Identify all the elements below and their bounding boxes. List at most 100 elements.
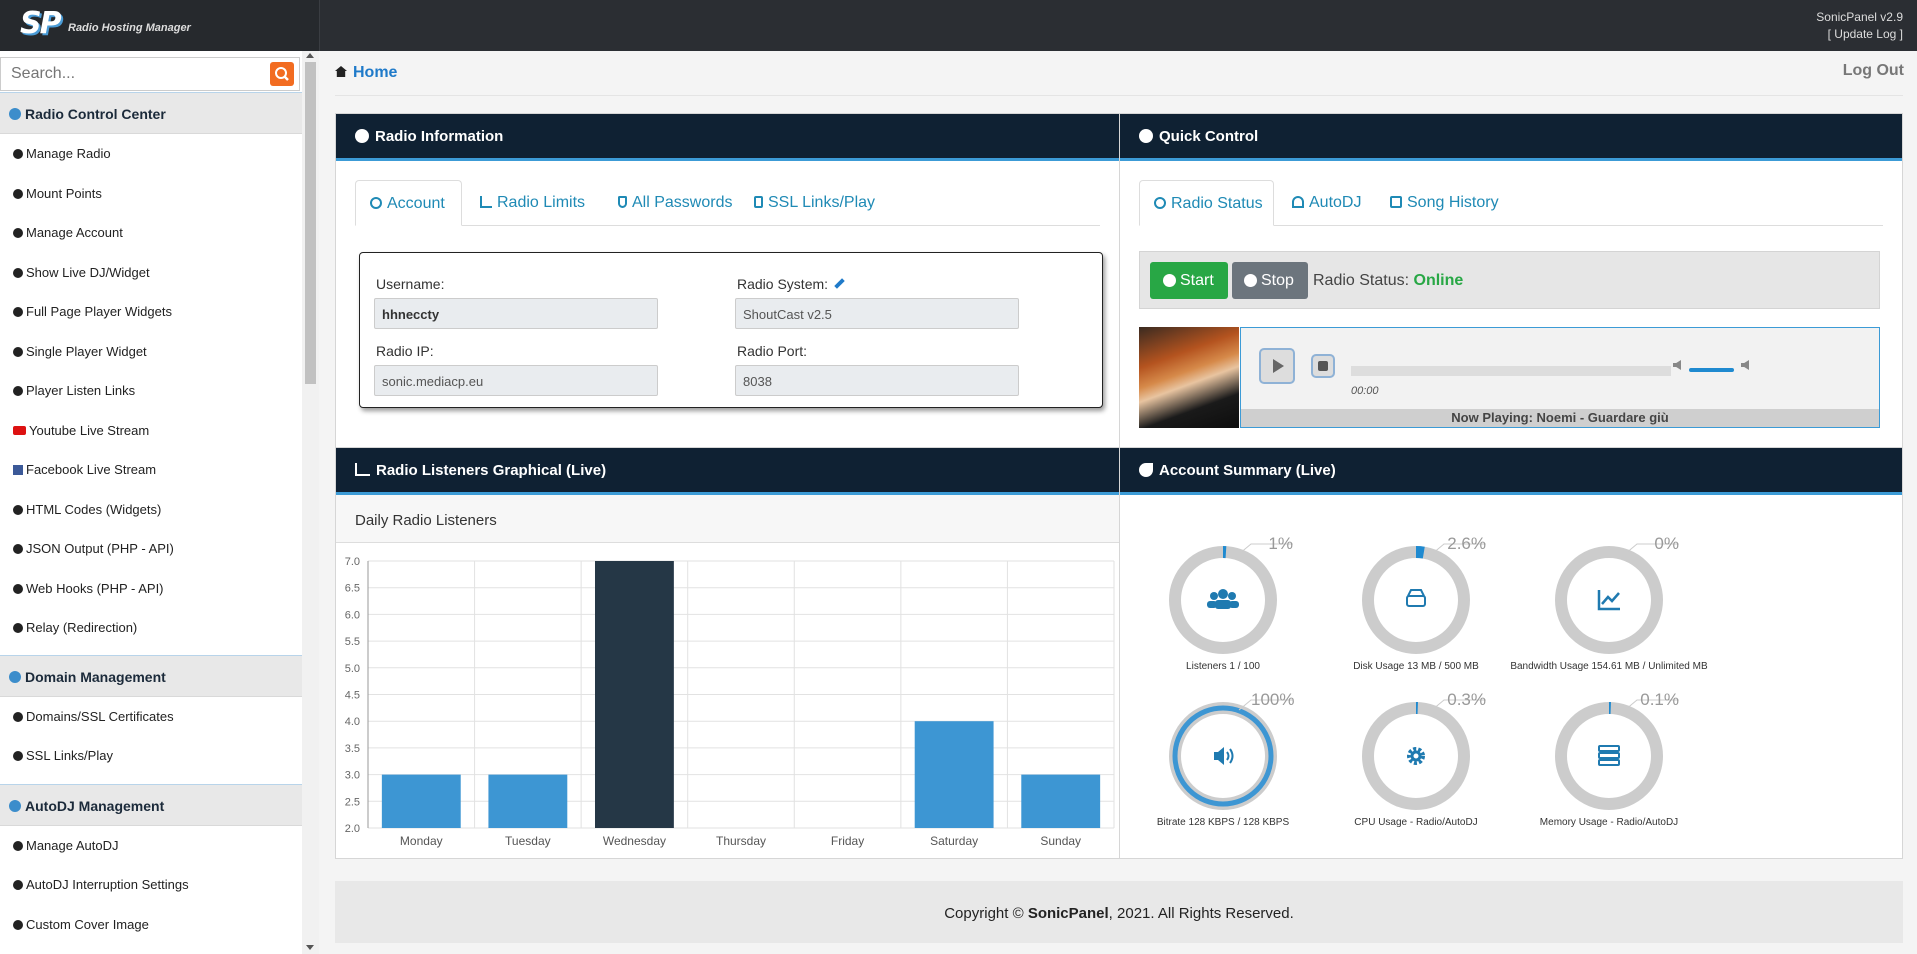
tab-all-passwords[interactable]: All Passwords [618, 180, 732, 226]
bar-chart-icon [355, 463, 370, 476]
stop-player-button[interactable] [1311, 354, 1335, 378]
logo-subtitle: Radio Hosting Manager [68, 22, 191, 34]
sidebar-section-radio-control[interactable]: Radio Control Center [0, 92, 302, 134]
chevron-right-icon [13, 307, 23, 317]
gauge-track [1555, 546, 1663, 654]
x-tick-label: Tuesday [505, 834, 551, 848]
search-button[interactable] [270, 62, 294, 86]
brand-name[interactable]: SonicPanel [1027, 905, 1109, 922]
search-input[interactable] [11, 64, 261, 84]
play-button[interactable] [1259, 348, 1295, 384]
gear-icon [9, 108, 21, 120]
tab-account[interactable]: Account [355, 180, 462, 226]
radio-ip-field[interactable]: sonic.mediacp.eu [374, 365, 658, 396]
gauge-percent: 2.6% [1447, 534, 1486, 553]
user-icon [370, 197, 382, 209]
play-icon [1273, 359, 1284, 373]
x-tick-label: Monday [400, 834, 443, 848]
progress-bar[interactable] [1351, 366, 1671, 376]
pencil-icon[interactable] [834, 278, 845, 289]
sidebar-item-relay[interactable]: Relay (Redirection) [13, 618, 137, 638]
radio-system-field[interactable]: ShoutCast v2.5 [735, 298, 1019, 329]
sidebar-item-domains-ssl[interactable]: Domains/SSL Certificates [13, 707, 174, 727]
update-log-link[interactable]: [ Update Log ] [1827, 27, 1903, 41]
logo[interactable]: SP Radio Hosting Manager [0, 0, 320, 51]
scroll-up-icon[interactable] [306, 53, 314, 58]
play-icon [1163, 274, 1176, 287]
sidebar: Radio Control Center Manage Radio Mount … [0, 51, 302, 954]
username-field[interactable]: hhneccty [374, 298, 658, 329]
stop-icon [1318, 361, 1328, 371]
y-tick-label: 3.0 [345, 770, 360, 782]
tab-song-history[interactable]: Song History [1390, 180, 1499, 226]
gauge-track [1362, 702, 1470, 810]
sidebar-item-manage-radio[interactable]: Manage Radio [13, 144, 111, 164]
tab-label: AutoDJ [1309, 194, 1362, 211]
radio-control-bar: Start Stop Radio Status: Online [1139, 251, 1880, 309]
headphones-icon [9, 800, 21, 812]
sidebar-scrollbar-thumb[interactable] [305, 62, 316, 384]
radio-port-field[interactable]: 8038 [735, 365, 1019, 396]
chevron-right-icon [13, 347, 23, 357]
sidebar-item-full-page-player[interactable]: Full Page Player Widgets [13, 302, 172, 322]
sidebar-item-show-live-dj[interactable]: Show Live DJ/Widget [13, 263, 150, 283]
gauge-percent: 0% [1654, 534, 1679, 553]
sidebar-item-manage-autodj[interactable]: Manage AutoDJ [13, 836, 119, 856]
stop-button[interactable]: Stop [1232, 262, 1308, 299]
section-title: AutoDJ Management [25, 798, 165, 814]
gauge-leader [1238, 699, 1293, 711]
chevron-right-icon [13, 189, 23, 199]
bar [488, 774, 568, 828]
sidebar-item-label: Manage AutoDJ [26, 838, 119, 853]
username-label: Username: [376, 276, 445, 292]
sidebar-item-ssl-links[interactable]: SSL Links/Play [13, 746, 113, 766]
tab-autodj[interactable]: AutoDJ [1292, 180, 1361, 226]
sidebar-item-json-output[interactable]: JSON Output (PHP - API) [13, 539, 174, 559]
sidebar-section-domain[interactable]: Domain Management [0, 655, 302, 697]
chevron-right-icon [13, 751, 23, 761]
stop-label: Stop [1261, 272, 1294, 289]
panel-header: Radio Listeners Graphical (Live) [336, 448, 1119, 495]
sidebar-item-youtube-live[interactable]: Youtube Live Stream [13, 421, 149, 441]
tab-radio-limits[interactable]: Radio Limits [480, 180, 585, 226]
sidebar-item-player-listen-links[interactable]: Player Listen Links [13, 381, 135, 401]
scroll-down-icon[interactable] [306, 945, 314, 950]
sidebar-item-label: Single Player Widget [26, 344, 147, 359]
gauge-label: Memory Usage - Radio/AutoDJ [1539, 817, 1679, 828]
y-tick-label: 6.5 [345, 583, 360, 595]
radio-port-label: Radio Port: [737, 343, 808, 359]
mute-icon[interactable] [1673, 360, 1681, 370]
cover-image [1139, 327, 1239, 428]
gauge-percent: 1% [1268, 534, 1293, 553]
search-icon [275, 67, 289, 81]
start-button[interactable]: Start [1150, 262, 1228, 299]
sidebar-item-custom-cover[interactable]: Custom Cover Image [13, 915, 149, 935]
sidebar-item-mount-points[interactable]: Mount Points [13, 184, 102, 204]
panel-title: Radio Listeners Graphical (Live) [376, 462, 607, 479]
tab-label: SSL Links/Play [768, 194, 876, 211]
sidebar-item-manage-account[interactable]: Manage Account [13, 223, 123, 243]
breadcrumb[interactable]: Home [335, 64, 397, 82]
status-badge: Online [1413, 272, 1464, 289]
sidebar-item-autodj-interruption[interactable]: AutoDJ Interruption Settings [13, 875, 189, 895]
tab-radio-status[interactable]: Radio Status [1139, 180, 1274, 226]
gauge-fill [1362, 546, 1470, 654]
listeners-chart-panel: Radio Listeners Graphical (Live) Daily R… [335, 447, 1120, 859]
gauge-track [1362, 546, 1470, 654]
sidebar-item-web-hooks[interactable]: Web Hooks (PHP - API) [13, 579, 164, 599]
section-title: Domain Management [25, 669, 166, 685]
chevron-right-icon [13, 386, 23, 396]
globe-icon [9, 671, 21, 683]
tab-ssl-links[interactable]: SSL Links/Play [754, 180, 875, 226]
logout-link[interactable]: Log Out [1842, 62, 1904, 79]
sidebar-item-facebook-live[interactable]: Facebook Live Stream [13, 460, 156, 480]
chevron-right-icon [13, 880, 23, 890]
gauge-fill [1172, 705, 1274, 807]
volume-slider[interactable] [1689, 368, 1734, 372]
volume-max-icon[interactable] [1741, 360, 1749, 370]
x-tick-label: Wednesday [603, 834, 666, 848]
sidebar-item-html-codes[interactable]: HTML Codes (Widgets) [13, 500, 161, 520]
sidebar-item-single-player[interactable]: Single Player Widget [13, 342, 147, 362]
sidebar-section-autodj[interactable]: AutoDJ Management [0, 784, 302, 826]
footer: Copyright © SonicPanel, 2021. All Rights… [335, 881, 1903, 943]
